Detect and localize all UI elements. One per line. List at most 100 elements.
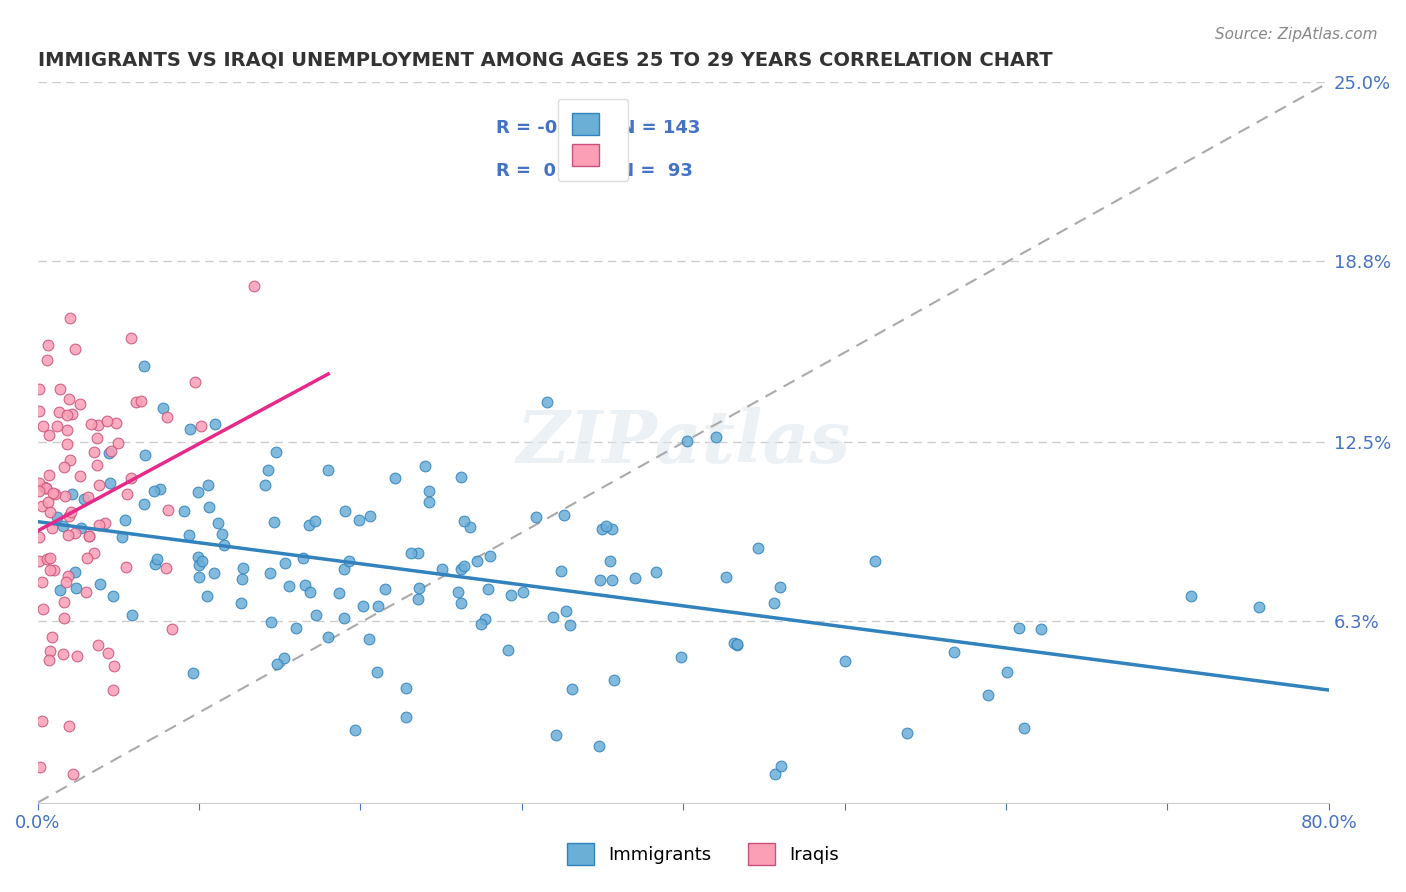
Immigrants <box>763 596 786 610</box>
Immigrants <box>197 477 219 491</box>
Immigrants <box>942 645 965 659</box>
Immigrants <box>191 554 214 568</box>
Iraqis <box>86 431 108 445</box>
Iraqis <box>103 658 125 673</box>
Immigrants <box>367 599 389 613</box>
Immigrants <box>212 538 235 552</box>
Iraqis <box>35 481 58 495</box>
Immigrants <box>769 759 792 773</box>
Immigrants <box>60 487 83 501</box>
Immigrants <box>202 566 225 580</box>
Iraqis <box>129 393 152 408</box>
Iraqis <box>83 444 105 458</box>
Iraqis <box>45 419 67 434</box>
Immigrants <box>195 589 218 603</box>
Immigrants <box>544 728 567 742</box>
Immigrants <box>72 491 94 506</box>
Immigrants <box>231 596 253 610</box>
Immigrants <box>181 666 204 681</box>
Immigrants <box>263 515 285 529</box>
Iraqis <box>38 550 60 565</box>
Iraqis <box>56 436 79 450</box>
Immigrants <box>260 615 283 629</box>
Immigrants <box>588 739 610 753</box>
Immigrants <box>624 571 647 585</box>
Immigrants <box>1008 621 1031 635</box>
Immigrants <box>550 565 572 579</box>
Immigrants <box>450 562 472 576</box>
Iraqis <box>156 503 179 517</box>
Immigrants <box>512 584 534 599</box>
Immigrants <box>349 513 371 527</box>
Immigrants <box>725 637 748 651</box>
Iraqis <box>62 766 84 780</box>
Iraqis <box>97 646 120 660</box>
Iraqis <box>87 478 110 492</box>
Iraqis <box>87 417 110 432</box>
Text: ZIPatlas: ZIPatlas <box>516 407 851 478</box>
Immigrants <box>231 572 253 586</box>
Iraqis <box>58 453 80 467</box>
Immigrants <box>134 448 156 462</box>
Iraqis <box>42 486 65 500</box>
Iraqis <box>86 458 108 472</box>
Iraqis <box>125 395 148 409</box>
Iraqis <box>55 575 77 590</box>
Iraqis <box>28 530 51 544</box>
Iraqis <box>53 611 76 625</box>
Iraqis <box>58 719 80 733</box>
Immigrants <box>589 574 612 588</box>
Iraqis <box>63 342 86 356</box>
Immigrants <box>395 709 418 723</box>
Immigrants <box>603 673 626 688</box>
Immigrants <box>591 522 613 536</box>
Immigrants <box>470 616 492 631</box>
Immigrants <box>453 559 475 574</box>
Immigrants <box>704 430 727 444</box>
Immigrants <box>273 650 295 665</box>
Iraqis <box>31 714 53 728</box>
Immigrants <box>645 565 668 579</box>
Immigrants <box>304 607 326 622</box>
Immigrants <box>763 766 786 780</box>
Iraqis <box>37 352 59 367</box>
Iraqis <box>76 490 98 504</box>
Immigrants <box>896 726 918 740</box>
Immigrants <box>204 417 226 432</box>
Text: R =  0.191   N =  93: R = 0.191 N = 93 <box>496 162 693 180</box>
Immigrants <box>328 586 350 600</box>
Iraqis <box>35 552 58 566</box>
Immigrants <box>256 463 278 477</box>
Immigrants <box>198 500 221 514</box>
Immigrants <box>1029 623 1052 637</box>
Iraqis <box>69 397 91 411</box>
Immigrants <box>450 596 472 610</box>
Immigrants <box>316 462 339 476</box>
Text: R = -0.396   N = 143: R = -0.396 N = 143 <box>496 119 700 136</box>
Immigrants <box>266 657 288 672</box>
Immigrants <box>187 558 209 573</box>
Immigrants <box>465 554 488 568</box>
Immigrants <box>207 516 229 530</box>
Immigrants <box>332 611 354 625</box>
Iraqis <box>100 444 122 458</box>
Iraqis <box>49 382 72 396</box>
Immigrants <box>595 519 617 533</box>
Immigrants <box>600 573 623 587</box>
Iraqis <box>38 428 60 442</box>
Text: IMMIGRANTS VS IRAQI UNEMPLOYMENT AMONG AGES 25 TO 29 YEARS CORRELATION CHART: IMMIGRANTS VS IRAQI UNEMPLOYMENT AMONG A… <box>38 51 1052 70</box>
Immigrants <box>146 552 169 566</box>
Iraqis <box>243 278 266 293</box>
Immigrants <box>599 554 621 568</box>
Legend: , : , <box>558 99 628 180</box>
Immigrants <box>474 612 496 626</box>
Immigrants <box>299 585 322 599</box>
Iraqis <box>80 417 103 431</box>
Iraqis <box>59 310 82 325</box>
Iraqis <box>55 423 77 437</box>
Immigrants <box>352 599 374 613</box>
Immigrants <box>1180 589 1202 603</box>
Iraqis <box>183 376 205 390</box>
Immigrants <box>447 584 470 599</box>
Iraqis <box>38 505 60 519</box>
